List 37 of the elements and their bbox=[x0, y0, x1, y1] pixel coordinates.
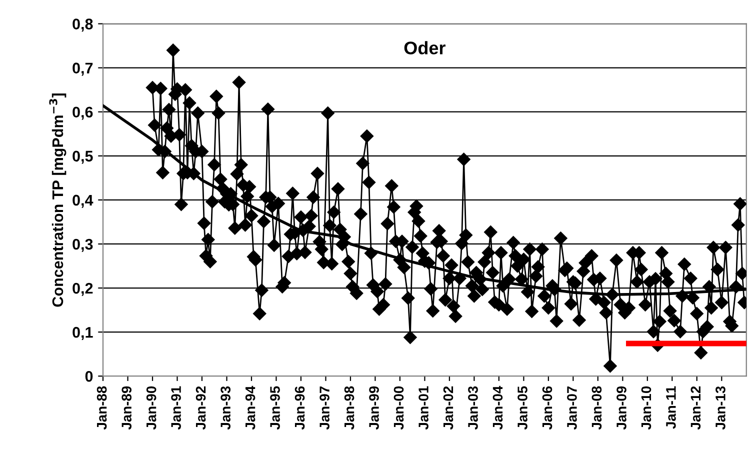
y-tick-label: 0,5 bbox=[72, 150, 93, 164]
x-tick-label: Jan-01 bbox=[418, 386, 428, 430]
x-tick-label: Jan-02 bbox=[443, 386, 454, 430]
x-tick-label: Jan-08 bbox=[592, 386, 602, 430]
x-tick-label: Jan-98 bbox=[344, 386, 354, 430]
y-tick-label: 0,4 bbox=[72, 194, 94, 208]
x-tick-label: Jan-92 bbox=[196, 386, 206, 430]
x-tick-label: Jan-97 bbox=[320, 386, 330, 430]
x-tick-label: Jan-95 bbox=[270, 386, 280, 430]
y-tick-label: 0,1 bbox=[72, 326, 93, 340]
x-tick-label: Jan-90 bbox=[146, 386, 156, 430]
x-tick-label: Jan-06 bbox=[542, 386, 552, 430]
x-tick-label: Jan-88 bbox=[96, 386, 107, 430]
text: Oder bbox=[404, 41, 446, 54]
x-tick-label: Jan-91 bbox=[171, 386, 181, 430]
x-tick-label: Jan-04 bbox=[492, 386, 503, 430]
y-tick-label: 0 bbox=[85, 370, 93, 382]
y-tick-label: 0,8 bbox=[72, 18, 93, 32]
x-tick-label: Jan-96 bbox=[294, 386, 305, 430]
x-tick-label: Jan-00 bbox=[394, 386, 404, 430]
y-tick-label: 0,7 bbox=[72, 62, 93, 76]
x-tick-label: Jan-05 bbox=[518, 386, 528, 430]
x-tick-label: Jan-07 bbox=[567, 386, 577, 430]
x-tick-label: Jan-11 bbox=[666, 386, 676, 429]
y-tick-label: 0,3 bbox=[72, 238, 93, 252]
x-tick-label: Jan-09 bbox=[616, 386, 626, 430]
y-axis-title: Concentration TP [mgPdm$^{−3}$] bbox=[49, 93, 66, 307]
x-tick-label: Jan-10 bbox=[641, 386, 652, 430]
y-tick-label: 0,6 bbox=[72, 106, 93, 120]
x-tick-label: Jan-99 bbox=[369, 386, 379, 430]
y-tick-label: 0,2 bbox=[72, 282, 93, 296]
x-tick-label: Jan-03 bbox=[468, 386, 478, 430]
x-tick-label: Jan-12 bbox=[690, 386, 701, 430]
x-tick-label: Jan-94 bbox=[245, 386, 256, 430]
x-tick-label: Jan-93 bbox=[220, 386, 231, 430]
x-tick-label: Jan-13 bbox=[716, 386, 726, 430]
x-tick-label: Jan-89 bbox=[122, 386, 132, 430]
